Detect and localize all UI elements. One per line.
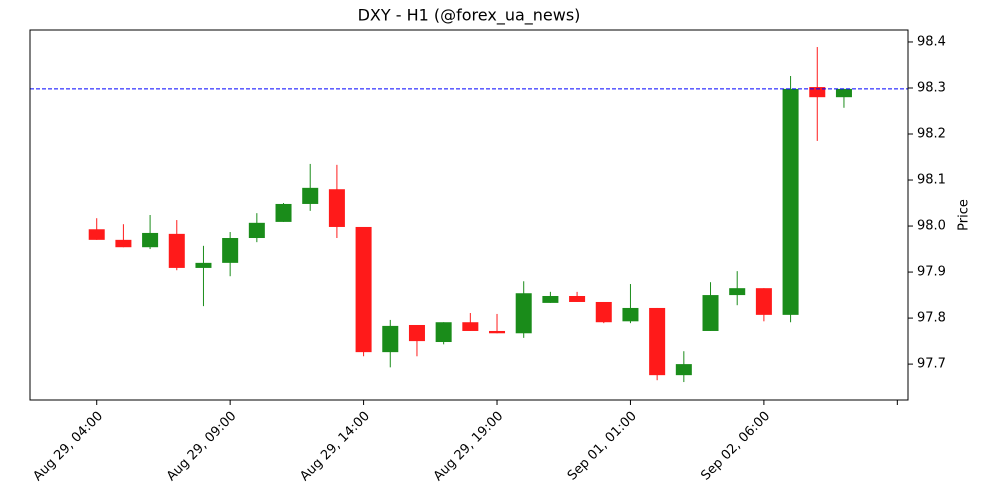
candle-body <box>462 322 479 331</box>
candle-body <box>222 238 239 263</box>
candle-body <box>622 307 639 322</box>
candle-body <box>782 88 799 315</box>
candle-body <box>115 239 132 248</box>
candle-body <box>88 229 105 240</box>
candle-body <box>302 187 319 204</box>
y-axis-label: Price <box>957 199 972 231</box>
candle-body <box>195 262 212 268</box>
y-tick-label: 97.7 <box>917 357 946 372</box>
candle-body <box>248 222 265 239</box>
candle-body <box>702 295 719 331</box>
y-tick-label: 98.0 <box>917 219 946 234</box>
y-tick-label: 97.9 <box>917 265 946 280</box>
candle-body <box>675 364 692 376</box>
candle-body <box>382 325 399 353</box>
chart-title: DXY - H1 (@forex_ua_news) <box>358 6 581 26</box>
candle-body <box>542 295 559 303</box>
plot-frame <box>29 29 909 401</box>
candle-body <box>649 307 666 376</box>
y-tick-label: 98.3 <box>917 80 946 95</box>
candle-body <box>328 189 345 227</box>
candle-body <box>489 330 506 334</box>
candle-body <box>755 288 772 315</box>
candle-body <box>835 88 852 98</box>
y-tick-label: 98.2 <box>917 127 946 142</box>
y-tick-label: 98.4 <box>917 34 946 49</box>
candle-body <box>408 324 425 342</box>
candle-body <box>809 87 826 98</box>
candle-body <box>729 288 746 296</box>
candle-body <box>142 232 159 248</box>
candle-body <box>355 226 372 353</box>
candle-body <box>275 203 292 222</box>
y-tick-label: 97.8 <box>917 311 946 326</box>
candle-body <box>569 295 586 302</box>
y-tick-label: 98.1 <box>917 173 946 188</box>
candle-body <box>515 293 532 334</box>
candle-body <box>168 233 185 268</box>
candle-body <box>595 301 612 323</box>
candle-body <box>435 322 452 343</box>
